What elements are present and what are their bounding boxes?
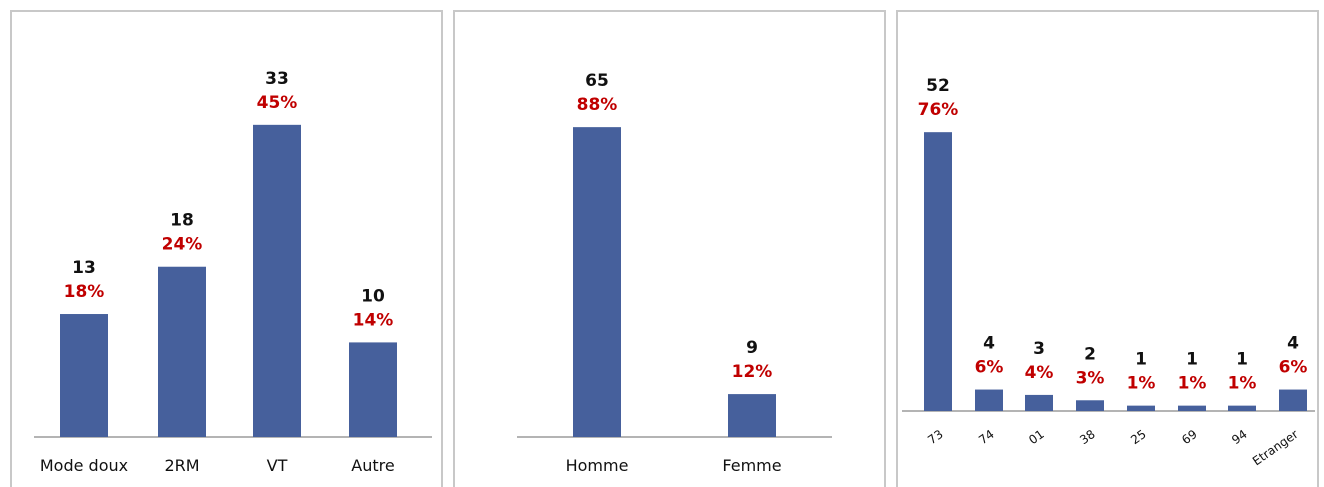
bar-chart-department: 76% 52 73 6% 4 74 4% 3 01 3% 2 38 1% 1 25 1% 1 69 1% 1 94 6% 4… — [902, 76, 1315, 468]
tick-label-vt: VT — [267, 456, 288, 475]
chart-panel-transport-mode: 18% 13 Mode doux 24% 18 2RM 45% 33 VT 14% 10 Autre — [10, 10, 443, 487]
bar-autre — [349, 342, 397, 437]
value-label-25: 1 — [1135, 350, 1147, 370]
bar-94 — [1228, 405, 1256, 411]
tick-label-69: 69 — [1179, 427, 1200, 447]
percent-label-01: 4% — [1025, 363, 1054, 383]
tick-label-25: 25 — [1128, 427, 1149, 447]
tick-label-38: 38 — [1077, 427, 1098, 447]
value-label-38: 2 — [1084, 344, 1096, 364]
bar-homme — [573, 127, 621, 437]
tick-label-etranger: Etranger — [1250, 427, 1301, 468]
value-label-74: 4 — [983, 334, 995, 354]
percent-label-38: 3% — [1076, 368, 1105, 388]
value-label-vt: 33 — [265, 69, 289, 89]
percent-label-vt: 45% — [257, 93, 298, 113]
percent-label-74: 6% — [975, 358, 1004, 378]
tick-label-femme: Femme — [722, 456, 781, 475]
percent-label-homme: 88% — [577, 95, 618, 115]
value-label-mode-doux: 13 — [72, 258, 96, 278]
percent-label-25: 1% — [1127, 374, 1156, 394]
bar-25 — [1127, 405, 1155, 411]
percent-label-autre: 14% — [353, 310, 394, 330]
value-label-69: 1 — [1186, 350, 1198, 370]
percent-label-73: 76% — [918, 100, 959, 120]
percent-label-etranger: 6% — [1279, 358, 1308, 378]
chart-panel-department: 76% 52 73 6% 4 74 4% 3 01 3% 2 38 1% 1 25 1% 1 69 1% 1 94 6% 4… — [896, 10, 1319, 487]
value-label-etranger: 4 — [1287, 334, 1299, 354]
tick-label-autre: Autre — [351, 456, 394, 475]
bar-01 — [1025, 394, 1053, 411]
bar-vt — [253, 124, 301, 438]
percent-label-femme: 12% — [732, 362, 773, 382]
tick-label-01: 01 — [1026, 427, 1047, 447]
tick-label-73: 73 — [925, 427, 946, 447]
tick-label-mode-doux: Mode doux — [40, 456, 128, 475]
bar-74 — [975, 389, 1003, 411]
percent-label-mode-doux: 18% — [64, 282, 105, 302]
percent-label-2rm: 24% — [162, 235, 203, 255]
bar-femme — [728, 394, 776, 437]
percent-label-94: 1% — [1228, 374, 1257, 394]
tick-label-homme: Homme — [566, 456, 629, 475]
value-label-autre: 10 — [361, 286, 385, 306]
tick-label-94: 94 — [1229, 427, 1250, 447]
value-label-femme: 9 — [746, 338, 758, 358]
tick-label-74: 74 — [976, 427, 997, 447]
bar-etranger — [1279, 389, 1307, 411]
bar-mode-doux — [60, 314, 108, 437]
tick-label-2rm: 2RM — [164, 456, 199, 475]
value-label-homme: 65 — [585, 71, 609, 91]
bar-chart-transport-mode: 18% 13 Mode doux 24% 18 2RM 45% 33 VT 14% 10 Autre — [34, 69, 432, 475]
value-label-01: 3 — [1033, 339, 1045, 359]
value-label-73: 52 — [926, 76, 950, 96]
chart-panel-gender: 88% 65 Homme 12% 9 Femme — [453, 10, 886, 487]
bar-38 — [1076, 400, 1104, 411]
percent-label-69: 1% — [1178, 374, 1207, 394]
value-label-2rm: 18 — [170, 211, 194, 231]
value-label-94: 1 — [1236, 350, 1248, 370]
bar-73 — [924, 132, 952, 411]
bar-2rm — [158, 266, 206, 437]
bar-69 — [1178, 405, 1206, 411]
bar-chart-gender: 88% 65 Homme 12% 9 Femme — [517, 71, 832, 475]
